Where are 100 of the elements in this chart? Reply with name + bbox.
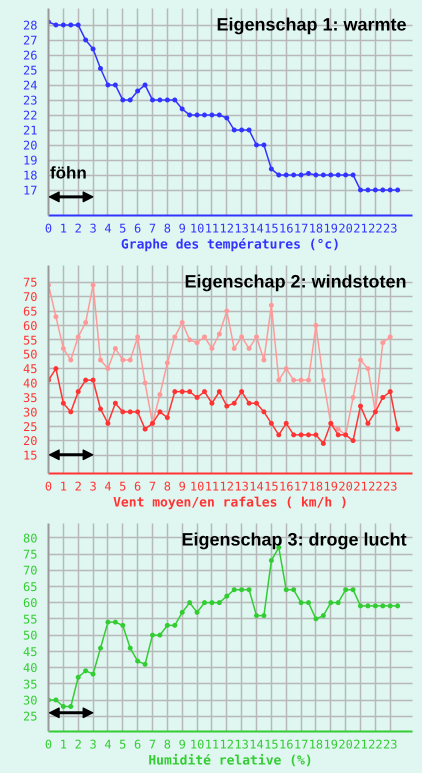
- x-tick-label: 12: [220, 738, 234, 752]
- x-tick-label: 5: [119, 222, 126, 236]
- x-tick-label: 18: [308, 480, 324, 494]
- x-tick-label: 5: [119, 480, 126, 494]
- y-tick-label: 19: [23, 154, 38, 168]
- x-tick-label: 1: [60, 222, 67, 236]
- x-tick-label: 21: [353, 222, 368, 236]
- y-tick-label: 30: [23, 694, 38, 708]
- x-tick-label: 3: [89, 480, 97, 494]
- x-tick-label: 9: [178, 222, 186, 236]
- x-tick-label: 23: [382, 222, 398, 236]
- chart-title: Eigenschap 2: windstoten: [184, 272, 407, 292]
- x-tick-label: 13: [234, 222, 249, 236]
- x-axis-title: Graphe des températures (°c): [120, 238, 340, 252]
- x-tick-label: 11: [204, 738, 220, 752]
- x-tick-label: 19: [324, 222, 338, 236]
- x-tick-label: 18: [308, 222, 324, 236]
- y-tick-label: 45: [23, 644, 38, 659]
- x-tick-label: 20: [338, 480, 353, 494]
- x-tick-label: 19: [324, 480, 338, 494]
- x-tick-label: 2: [74, 222, 82, 236]
- y-tick-label: 45: [23, 362, 38, 376]
- y-tick-label: 65: [23, 580, 38, 594]
- x-tick-label: 19: [324, 738, 338, 752]
- x-tick-label: 11: [204, 480, 220, 494]
- y-tick-label: 50: [23, 348, 38, 362]
- x-tick-label: 23: [382, 480, 398, 494]
- y-tick-label: 70: [23, 564, 38, 578]
- x-axis-title: Vent moyen/en rafales ( km/h ): [113, 496, 348, 510]
- y-tick-label: 70: [23, 290, 38, 304]
- x-tick-label: 0: [44, 222, 52, 236]
- x-tick-label: 2: [74, 738, 82, 752]
- x-tick-label: 17: [294, 222, 308, 236]
- x-tick-label: 7: [148, 480, 156, 494]
- x-tick-label: 8: [164, 222, 171, 236]
- x-tick-label: 3: [89, 222, 97, 236]
- x-tick-label: 22: [368, 222, 383, 236]
- y-tick-label: 35: [23, 390, 38, 405]
- y-tick-label: 40: [23, 376, 38, 391]
- x-tick-label: 2: [74, 480, 82, 494]
- y-tick-label: 50: [23, 628, 38, 643]
- y-tick-label: 23: [23, 94, 38, 108]
- y-tick-label: 60: [23, 596, 38, 610]
- y-tick-label: 25: [23, 64, 38, 78]
- x-tick-label: 6: [134, 222, 142, 236]
- x-tick-label: 4: [104, 480, 112, 494]
- x-tick-label: 15: [264, 738, 279, 752]
- y-tick-label: 65: [23, 304, 38, 319]
- x-tick-label: 1: [60, 480, 67, 494]
- chart-title: Eigenschap 3: droge lucht: [182, 530, 407, 550]
- x-tick-label: 13: [234, 480, 249, 494]
- x-tick-label: 5: [119, 738, 126, 752]
- x-tick-label: 11: [204, 222, 220, 236]
- x-tick-label: 13: [234, 738, 249, 752]
- x-tick-label: 9: [178, 738, 186, 752]
- y-tick-label: 40: [23, 661, 38, 676]
- y-tick-label: 20: [23, 138, 38, 152]
- x-tick-label: 20: [338, 738, 353, 752]
- y-tick-label: 55: [23, 333, 38, 348]
- x-tick-label: 21: [353, 480, 368, 494]
- x-tick-label: 22: [368, 480, 383, 494]
- y-tick-label: 75: [23, 276, 38, 290]
- y-tick-label: 20: [23, 434, 38, 448]
- x-tick-label: 12: [220, 480, 234, 494]
- x-tick-label: 20: [338, 222, 353, 236]
- x-tick-label: 17: [294, 480, 308, 494]
- y-tick-label: 55: [23, 612, 38, 626]
- x-tick-label: 9: [178, 480, 186, 494]
- x-tick-label: 14: [249, 480, 264, 494]
- x-tick-label: 18: [308, 738, 324, 752]
- x-tick-label: 10: [190, 222, 204, 236]
- y-tick-label: 25: [23, 420, 38, 434]
- y-tick-label: 21: [23, 124, 38, 138]
- y-tick-label: 27: [23, 34, 38, 48]
- x-tick-label: 16: [278, 480, 294, 494]
- x-tick-label: 0: [44, 480, 52, 494]
- x-axis-title: Humidité relative (%): [148, 754, 313, 768]
- x-tick-label: 21: [353, 738, 368, 752]
- y-tick-label: 60: [23, 318, 38, 333]
- x-tick-label: 14: [249, 738, 264, 752]
- y-tick-label: 17: [23, 184, 38, 198]
- y-tick-label: 28: [23, 18, 38, 32]
- x-tick-label: 10: [190, 480, 204, 494]
- y-tick-label: 75: [23, 548, 38, 562]
- x-tick-label: 15: [264, 222, 279, 236]
- y-tick-label: 80: [23, 531, 38, 546]
- x-tick-label: 8: [164, 480, 171, 494]
- y-tick-label: 30: [23, 405, 38, 420]
- y-tick-label: 25: [23, 710, 38, 724]
- chart-title: Eigenschap 1: warmte: [216, 14, 407, 35]
- x-tick-label: 16: [278, 222, 294, 236]
- y-tick-label: 26: [23, 48, 38, 62]
- x-tick-label: 15: [264, 480, 279, 494]
- x-tick-label: 16: [278, 738, 294, 752]
- x-tick-label: 23: [382, 738, 398, 752]
- y-tick-label: 22: [23, 108, 38, 122]
- x-tick-label: 6: [134, 738, 142, 752]
- annotation: föhn: [50, 163, 87, 182]
- y-tick-label: 35: [23, 677, 38, 692]
- x-tick-label: 10: [190, 738, 204, 752]
